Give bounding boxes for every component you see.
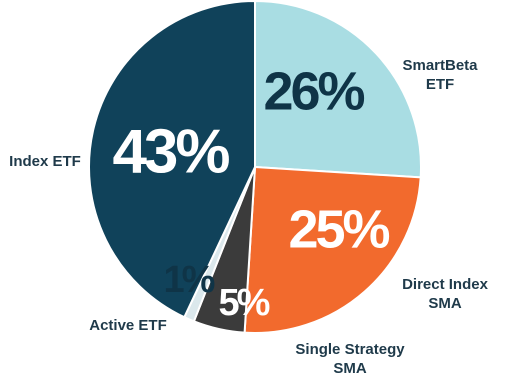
slice-label: Index ETF <box>9 153 81 170</box>
value-label: 25% <box>288 199 389 259</box>
slice-label: SmartBeta ETF <box>402 57 478 93</box>
pie-slice <box>243 165 422 334</box>
value-label: 26% <box>263 61 364 121</box>
value-label: 43% <box>112 117 229 186</box>
slice-label: Single Strategy SMA <box>295 341 405 377</box>
slice-label: Active ETF <box>89 317 167 334</box>
value-label: 1% <box>164 259 215 301</box>
pie-slice <box>88 0 256 319</box>
slice-label: Direct Index SMA <box>402 276 488 312</box>
value-label: 5% <box>219 282 270 324</box>
pie-slice <box>254 0 422 179</box>
